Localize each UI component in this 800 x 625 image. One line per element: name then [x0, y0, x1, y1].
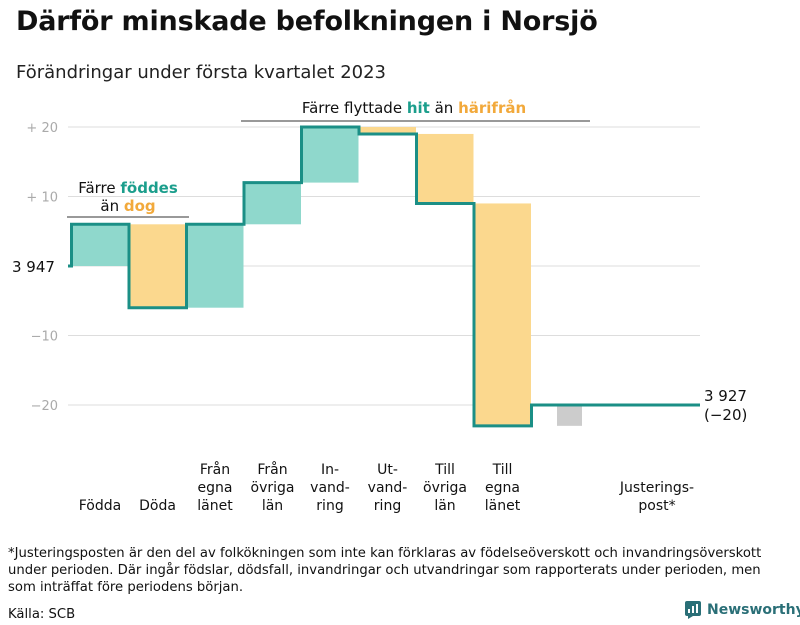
brand-logo: Newsworthy: [685, 601, 800, 619]
y-tick-label: −10: [31, 330, 58, 345]
x-category-label: Födda: [79, 498, 121, 514]
source-text: Källa: SCB: [8, 607, 76, 622]
chart-title: Därför minskade befolkningen i Norsjö: [16, 6, 598, 37]
y-tick-label: + 20: [26, 121, 58, 136]
bar-födda: [71, 224, 129, 266]
bar-invandring: [301, 127, 359, 183]
x-category-label: Ut-vand-ring: [368, 462, 408, 514]
start-value-label: 3 947: [12, 258, 55, 276]
running-total-line: [68, 125, 700, 428]
brand-name: Newsworthy: [707, 602, 800, 618]
annotation-births-line2: än dog: [100, 197, 155, 215]
bar-tillövrigalän: [416, 133, 474, 204]
x-category-label: Från övriga län: [251, 461, 295, 514]
y-tick-label: −20: [31, 399, 58, 414]
bar-justeringspost: [557, 405, 582, 426]
bars: [71, 127, 582, 426]
bar-döda: [129, 224, 186, 308]
labels: 3 947 3 927(−20) Födda Döda Från egna länet Frå…: [12, 99, 747, 514]
footnote: *Justeringsposten är den del av folkökni…: [8, 546, 762, 595]
end-change-label: (−20): [704, 406, 747, 424]
end-value-label: 3 927: [704, 387, 747, 405]
waterfall-chart: + 20 + 10 −10 −20 3 947 3 927(−20) Födda Döda F…: [12, 99, 747, 514]
bar-frånegnalänet: [186, 224, 244, 308]
running-total-line: [68, 125, 700, 428]
x-category-label: Justerings-post*: [619, 480, 694, 514]
x-category-label: Till egna länet: [485, 462, 521, 514]
bar-frånövrigalän: [244, 182, 301, 225]
x-category-label: Från egna länet: [197, 461, 233, 514]
annotation-births-line1: Färre föddes: [78, 179, 178, 197]
x-category-label: In-vand-ring: [310, 462, 350, 514]
bar-tillegnalänet: [474, 203, 531, 426]
x-category-label: Döda: [139, 498, 176, 514]
gridlines: + 20 + 10 −10 −20: [26, 121, 700, 414]
x-category-label: Till övriga län: [423, 462, 467, 514]
newsworthy-logo-icon: [685, 601, 701, 619]
y-tick-label: + 10: [26, 191, 58, 206]
chart-subtitle: Förändringar under första kvartalet 2023: [16, 62, 387, 83]
bar-utvandring: [359, 127, 416, 134]
annotation-migration: Färre flyttade hit än härifrån: [302, 99, 526, 117]
